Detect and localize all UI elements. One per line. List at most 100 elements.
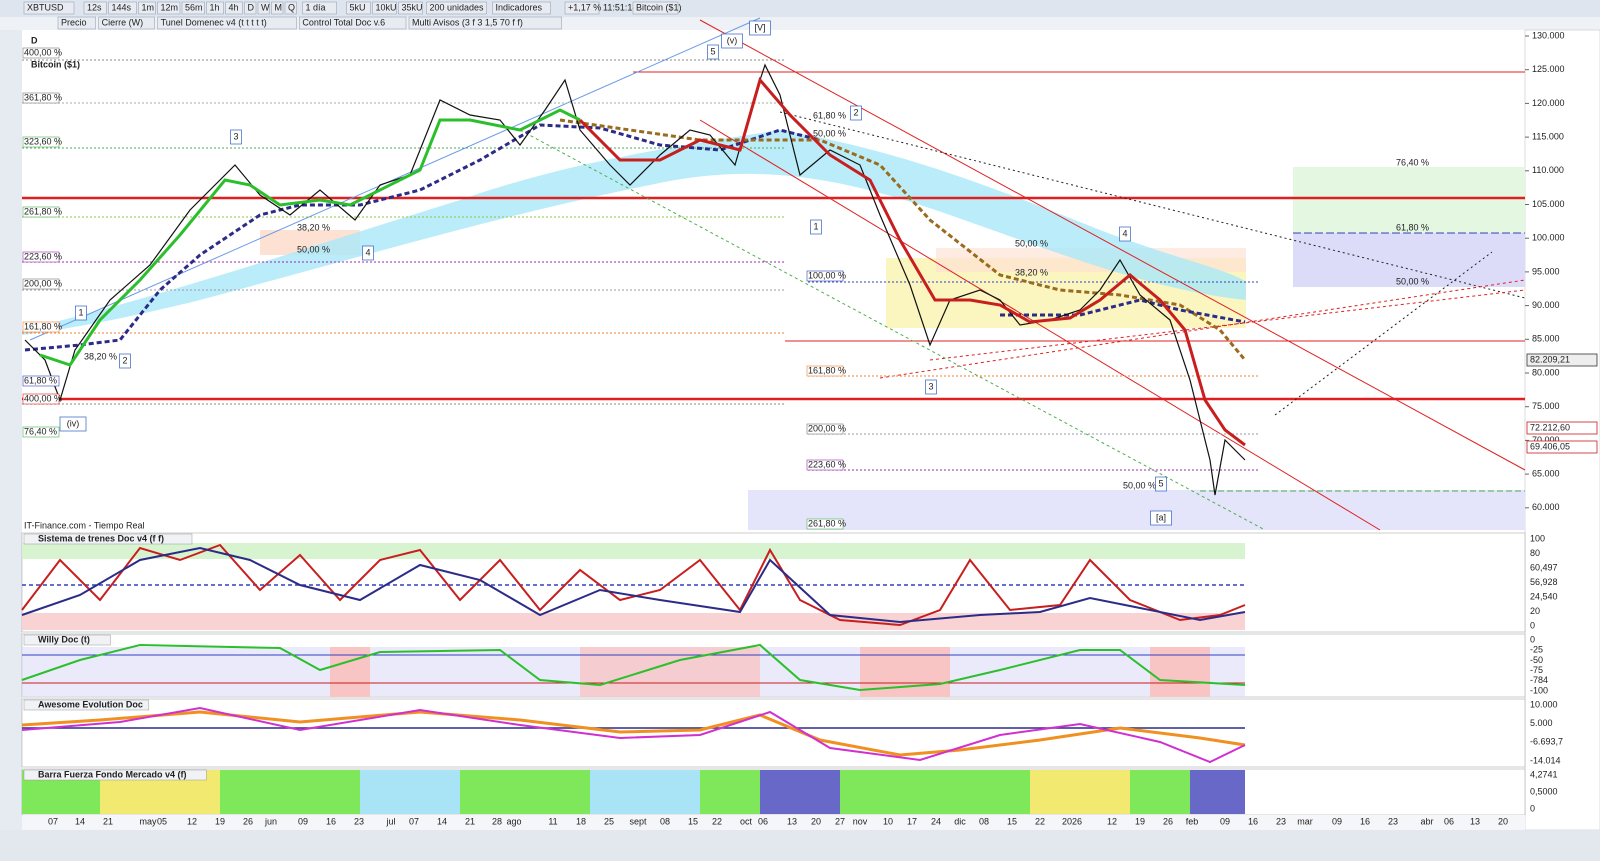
fib-box bbox=[22, 375, 60, 387]
wave-box bbox=[230, 129, 242, 145]
units: 35kU bbox=[402, 2, 423, 12]
fib-label: 261,80 % bbox=[24, 206, 62, 216]
date-label: 10 bbox=[883, 816, 893, 826]
timeframe-box bbox=[138, 1, 156, 15]
price-label: 60.000 bbox=[1532, 502, 1560, 512]
price-line bbox=[24, 63, 1246, 496]
date-label: 21 bbox=[465, 816, 475, 826]
symbol-box bbox=[23, 1, 75, 15]
wave-label: 1 bbox=[78, 307, 83, 317]
price-label: 85.000 bbox=[1532, 334, 1560, 344]
price-label: 115.000 bbox=[1532, 131, 1564, 141]
price-label: 105.000 bbox=[1532, 199, 1565, 209]
date-label: 12 bbox=[187, 816, 197, 826]
guide-lines bbox=[22, 17, 1526, 531]
wave-label: 2 bbox=[853, 107, 858, 117]
wave-box bbox=[362, 245, 374, 261]
wave-box bbox=[59, 416, 87, 432]
date-label: 07 bbox=[48, 816, 58, 826]
wave-box bbox=[75, 305, 87, 321]
wave-label: 4 bbox=[1122, 228, 1127, 238]
price-label: 125.000 bbox=[1532, 64, 1565, 74]
timeframe-box bbox=[284, 1, 297, 15]
wave-box bbox=[850, 105, 862, 121]
panel-axis-label: 56,928 bbox=[1530, 577, 1558, 587]
indicator-tab: Cierre (W) bbox=[102, 17, 144, 27]
fib-zone bbox=[1293, 167, 1525, 233]
price-label: 65.000 bbox=[1532, 468, 1560, 478]
fib-label: 61,80 % bbox=[24, 375, 57, 385]
date-label: jul bbox=[385, 816, 395, 826]
wave-label: 2 bbox=[122, 355, 127, 365]
date-label: may bbox=[139, 816, 157, 826]
price-tag: 72.212,60 bbox=[1530, 422, 1570, 432]
wave-box bbox=[707, 44, 719, 60]
date-label: 19 bbox=[1135, 816, 1145, 826]
units: 5kU bbox=[350, 2, 366, 12]
wave-label: 3 bbox=[233, 131, 238, 141]
price-label: 75.000 bbox=[1532, 401, 1560, 411]
date-label: 11 bbox=[548, 816, 557, 826]
fib-label: 200,00 % bbox=[808, 423, 846, 433]
wave-box bbox=[1150, 510, 1172, 526]
bars: 200 unidades bbox=[430, 2, 485, 12]
fib-label: 38,20 % bbox=[1015, 267, 1048, 277]
symbol: XBTUSD bbox=[27, 2, 64, 12]
price-label: 90.000 bbox=[1532, 300, 1560, 310]
subpanels bbox=[21, 532, 1526, 816]
price-tag: 69.406,05 bbox=[1530, 441, 1570, 451]
date-label: 22 bbox=[1035, 816, 1045, 826]
fib-box bbox=[22, 251, 60, 263]
wave-box bbox=[810, 219, 822, 235]
clock: 11:51:18 bbox=[603, 2, 637, 12]
fib-label: 61,80 % bbox=[813, 110, 846, 120]
fib-box bbox=[22, 136, 60, 148]
fib-label: 400,00 % bbox=[24, 393, 62, 403]
date-label: 23 bbox=[354, 816, 364, 826]
date-label: 17 bbox=[907, 816, 917, 826]
date-label: ago bbox=[506, 816, 521, 826]
date-label: 16 bbox=[1248, 816, 1258, 826]
price-label: 80.000 bbox=[1532, 367, 1560, 377]
bars-box bbox=[426, 1, 487, 15]
date-label: 2026 bbox=[1062, 816, 1082, 826]
date-axis bbox=[22, 815, 1525, 830]
fib-label: 161,80 % bbox=[808, 365, 846, 375]
date-label: 19 bbox=[215, 816, 225, 826]
wave-box bbox=[119, 353, 131, 369]
panel-axis-label: 80 bbox=[1530, 548, 1540, 558]
fib-label: 361,80 % bbox=[24, 92, 62, 102]
date-label: 15 bbox=[688, 816, 698, 826]
wave-box bbox=[1155, 476, 1167, 492]
fib-label: 223,60 % bbox=[24, 251, 62, 261]
fib-box bbox=[806, 270, 844, 282]
date-label: 05 bbox=[157, 816, 167, 826]
fib-label: 50,00 % bbox=[1396, 276, 1429, 286]
fib-label: 50,00 % bbox=[1015, 238, 1048, 248]
wave-box bbox=[925, 379, 937, 395]
fib-label: 61,80 % bbox=[1396, 222, 1429, 232]
timeframe-box bbox=[244, 1, 257, 15]
price-tag-box bbox=[1526, 353, 1598, 367]
panel-title: Barra Fuerza Fondo Mercado v4 (f) bbox=[38, 769, 187, 779]
date-label: 15 bbox=[1007, 816, 1017, 826]
date-label: oct bbox=[740, 816, 753, 826]
indicator-tab-box bbox=[57, 16, 96, 30]
panel-axis-label: 0,5000 bbox=[1530, 786, 1558, 796]
period-box bbox=[302, 1, 337, 15]
panel-axis-label: 100 bbox=[1530, 533, 1545, 543]
panel-axis-label: 0 bbox=[1530, 634, 1535, 644]
fib-box bbox=[806, 459, 844, 471]
date-label: 09 bbox=[1332, 816, 1342, 826]
panel-axis-label: 0 bbox=[1530, 620, 1535, 630]
panel-axis-label: 24,540 bbox=[1530, 591, 1558, 601]
panel-axis-label: -14.014 bbox=[1530, 755, 1561, 765]
panel-axis-label: 10.000 bbox=[1530, 699, 1558, 709]
date-label: 08 bbox=[979, 816, 989, 826]
date-label: dic bbox=[954, 816, 966, 826]
fib-box bbox=[22, 278, 60, 290]
wave-label: (v) bbox=[727, 35, 738, 45]
date-label: 14 bbox=[75, 816, 85, 826]
price-label: 70.000 bbox=[1532, 435, 1560, 445]
date-label: 23 bbox=[1276, 816, 1286, 826]
